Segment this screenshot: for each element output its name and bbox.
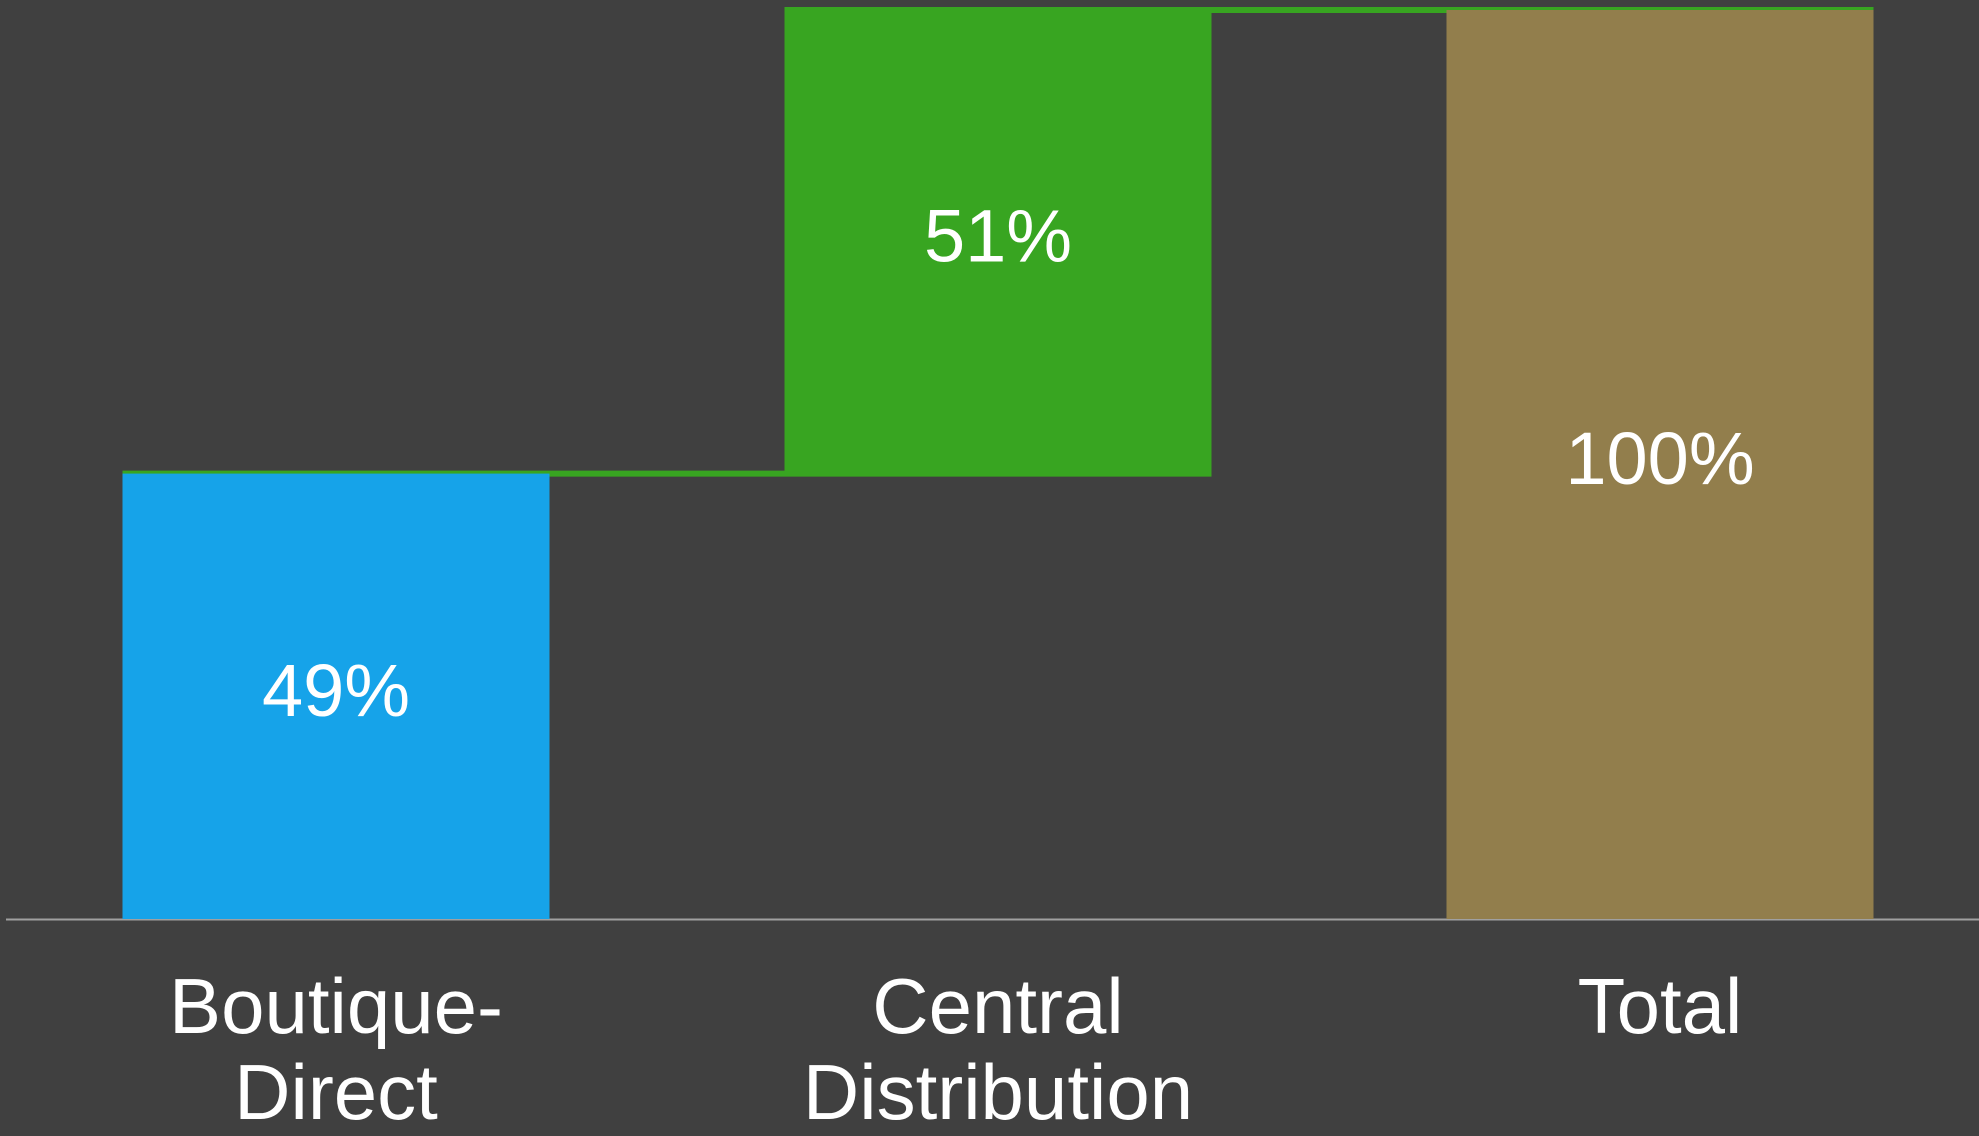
x-tick-label: Central Distribution [802, 962, 1194, 1136]
bar [122, 473, 550, 919]
x-tick-label: Total [1577, 962, 1743, 1050]
bar [784, 10, 1212, 474]
x-tick-label: Boutique-Direct [169, 962, 503, 1136]
data-label: 51% [924, 194, 1072, 277]
data-label: 100% [1565, 417, 1754, 500]
data-label: 49% [262, 649, 410, 732]
bar [1446, 10, 1874, 919]
